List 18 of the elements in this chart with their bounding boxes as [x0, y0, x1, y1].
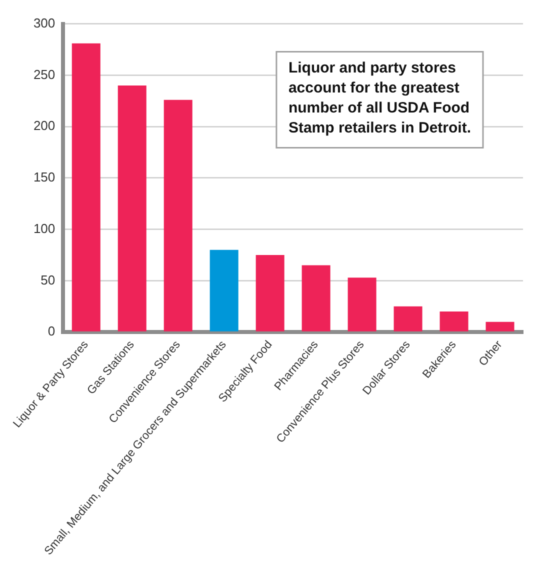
bar: [302, 265, 330, 332]
y-tick-label: 100: [33, 220, 56, 236]
y-tick-label: 250: [33, 66, 56, 82]
y-tick-label: 50: [40, 272, 56, 288]
bar: [118, 85, 146, 332]
y-tick-label: 200: [33, 118, 56, 134]
bar: [72, 43, 100, 332]
bar: [348, 278, 376, 332]
bar: [164, 100, 192, 332]
y-tick-label: 0: [48, 324, 56, 339]
bar: [256, 255, 284, 332]
annotation: Liquor and party stores account for the greatest number of all USDA Food Stamp retailers in Detroit.: [288, 59, 472, 136]
bar: [210, 250, 238, 332]
bar: [394, 306, 422, 332]
y-tick-label: 150: [33, 170, 56, 185]
bar: [440, 312, 468, 332]
bar: [486, 322, 514, 332]
y-tick-label: 300: [33, 15, 56, 30]
